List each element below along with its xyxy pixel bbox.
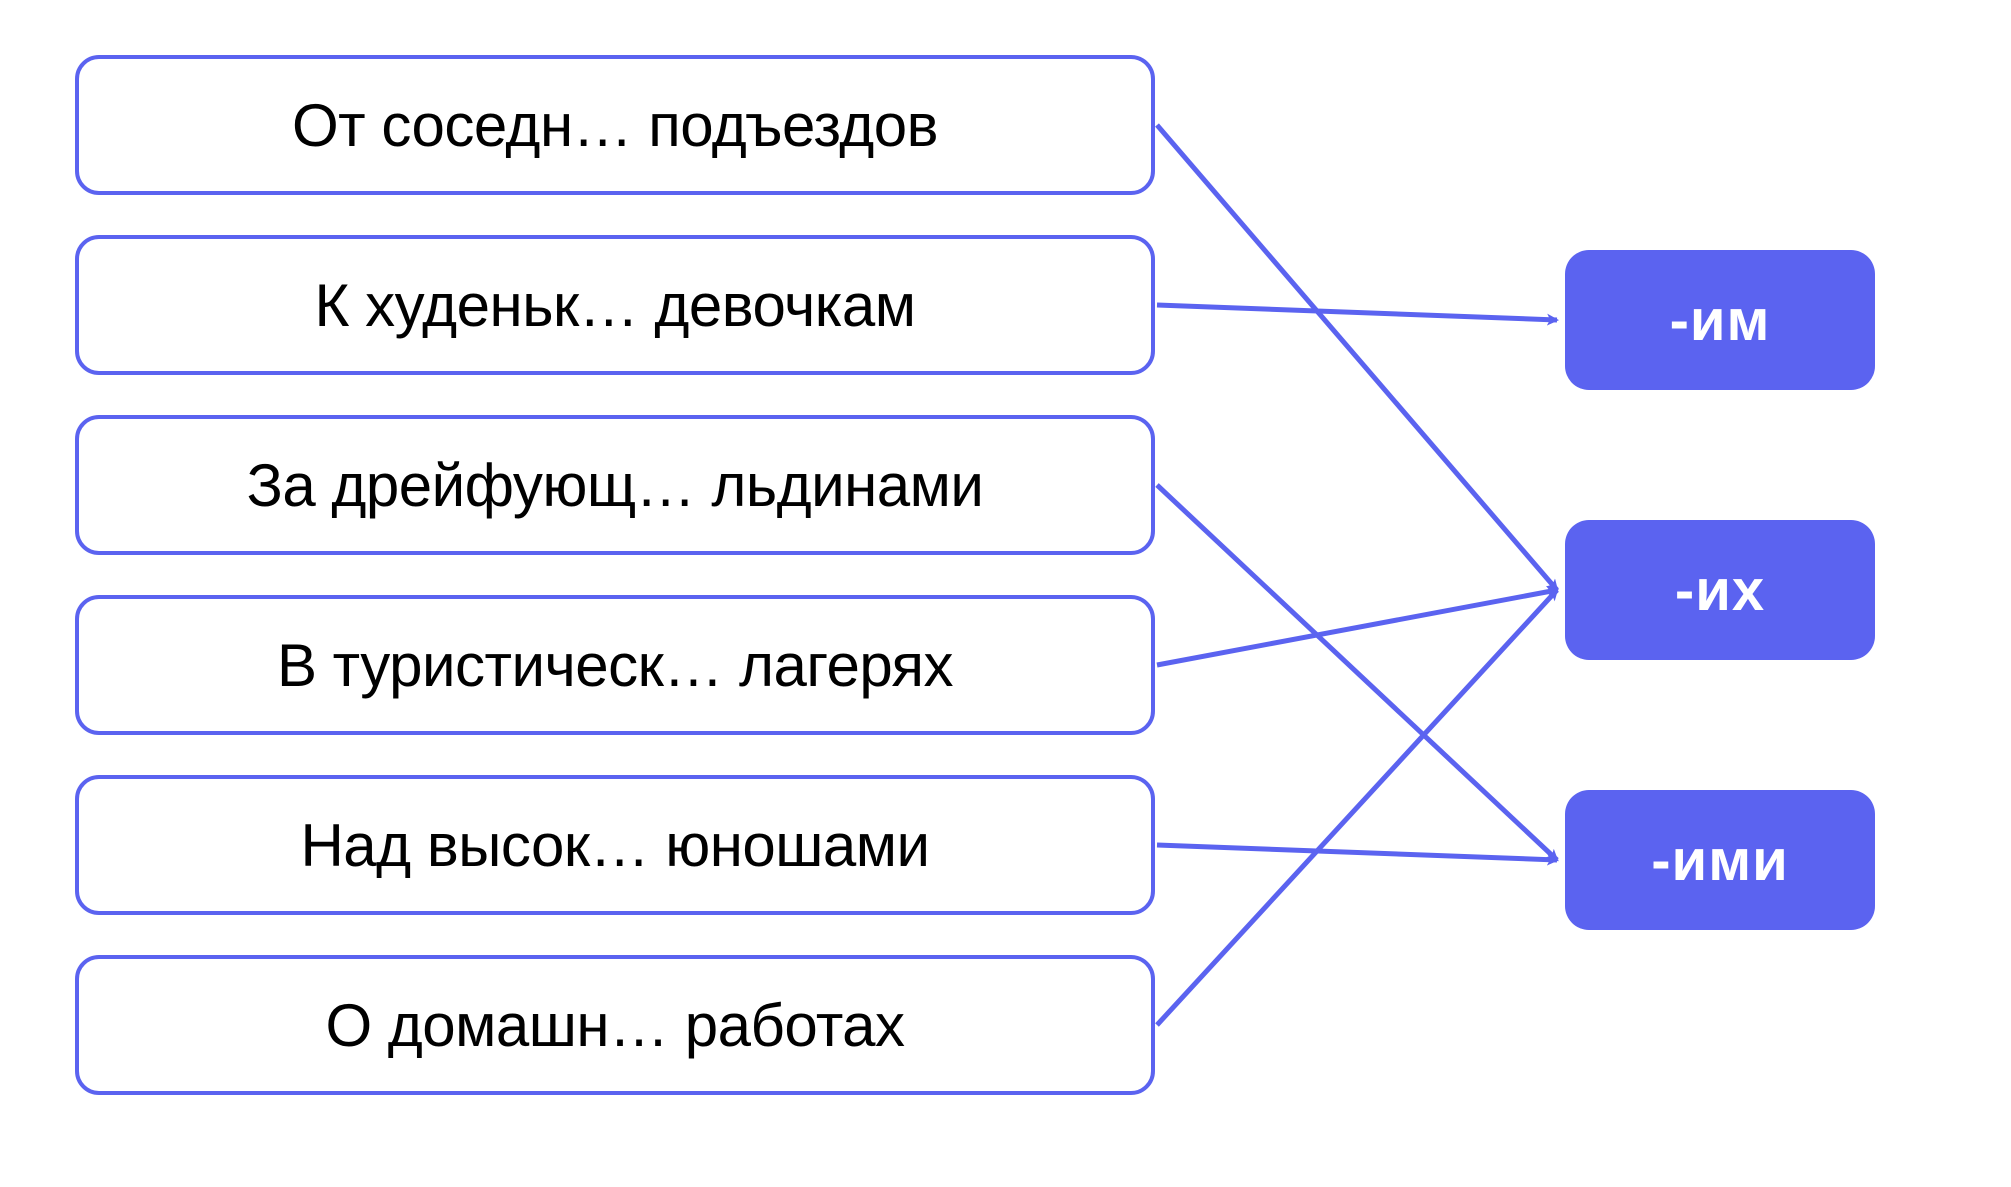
connection-arrow (1157, 485, 1557, 860)
phrase-box[interactable]: От соседн… подъездов (75, 55, 1155, 195)
phrase-box[interactable]: В туристическ… лагерях (75, 595, 1155, 735)
phrase-text: Над высок… юношами (300, 811, 929, 880)
connection-arrow (1157, 590, 1557, 1025)
phrase-text: За дрейфующ… льдинами (247, 451, 984, 520)
phrase-text: В туристическ… лагерях (277, 631, 953, 700)
ending-text: -им (1670, 287, 1771, 354)
connection-arrow (1157, 590, 1557, 665)
ending-box[interactable]: -ими (1565, 790, 1875, 930)
connection-arrow (1157, 845, 1557, 860)
phrase-box[interactable]: Над высок… юношами (75, 775, 1155, 915)
ending-text: -ими (1651, 827, 1789, 894)
ending-box[interactable]: -им (1565, 250, 1875, 390)
phrase-text: О домашн… работах (325, 991, 904, 1060)
phrase-box[interactable]: О домашн… работах (75, 955, 1155, 1095)
phrase-box[interactable]: К худеньк… девочкам (75, 235, 1155, 375)
connection-arrow (1157, 125, 1557, 590)
ending-text: -их (1675, 557, 1765, 624)
connection-arrow (1157, 305, 1557, 320)
phrase-box[interactable]: За дрейфующ… льдинами (75, 415, 1155, 555)
ending-box[interactable]: -их (1565, 520, 1875, 660)
phrase-text: От соседн… подъездов (292, 91, 938, 160)
phrase-text: К худеньк… девочкам (315, 271, 916, 340)
